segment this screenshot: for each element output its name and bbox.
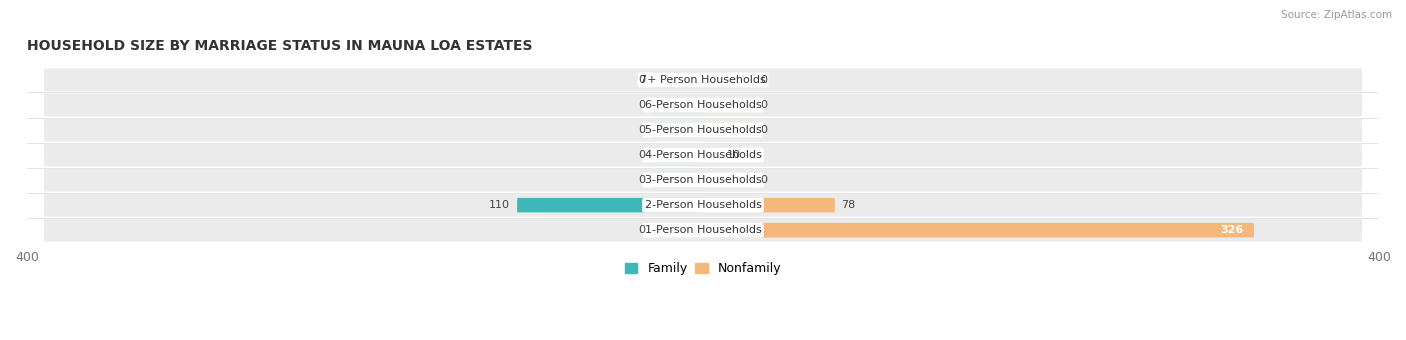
Text: 0: 0	[761, 125, 768, 135]
FancyBboxPatch shape	[652, 173, 703, 187]
Text: 2-Person Households: 2-Person Households	[644, 200, 762, 210]
FancyBboxPatch shape	[44, 219, 1362, 242]
Text: 0: 0	[761, 175, 768, 185]
FancyBboxPatch shape	[44, 193, 1362, 217]
FancyBboxPatch shape	[703, 123, 754, 137]
FancyBboxPatch shape	[652, 148, 703, 162]
Text: 0: 0	[638, 150, 645, 160]
Text: 4-Person Households: 4-Person Households	[644, 150, 762, 160]
Text: 78: 78	[842, 200, 856, 210]
FancyBboxPatch shape	[517, 198, 703, 212]
Text: 0: 0	[638, 125, 645, 135]
FancyBboxPatch shape	[652, 223, 703, 237]
Text: 0: 0	[761, 100, 768, 110]
Text: HOUSEHOLD SIZE BY MARRIAGE STATUS IN MAUNA LOA ESTATES: HOUSEHOLD SIZE BY MARRIAGE STATUS IN MAU…	[27, 39, 533, 53]
Text: 10: 10	[727, 150, 741, 160]
Text: 0: 0	[638, 100, 645, 110]
FancyBboxPatch shape	[44, 94, 1362, 117]
Legend: Family, Nonfamily: Family, Nonfamily	[620, 257, 786, 280]
FancyBboxPatch shape	[703, 223, 1254, 237]
FancyBboxPatch shape	[652, 73, 703, 87]
Text: 6-Person Households: 6-Person Households	[644, 100, 762, 110]
Text: 1-Person Households: 1-Person Households	[644, 225, 762, 235]
FancyBboxPatch shape	[703, 198, 835, 212]
FancyBboxPatch shape	[703, 73, 754, 87]
Text: 110: 110	[489, 200, 510, 210]
Text: 0: 0	[761, 75, 768, 85]
FancyBboxPatch shape	[652, 123, 703, 137]
Text: 0: 0	[638, 75, 645, 85]
Text: 0: 0	[638, 175, 645, 185]
FancyBboxPatch shape	[652, 98, 703, 112]
Text: 7+ Person Households: 7+ Person Households	[640, 75, 766, 85]
FancyBboxPatch shape	[44, 119, 1362, 141]
Text: 5-Person Households: 5-Person Households	[644, 125, 762, 135]
FancyBboxPatch shape	[703, 148, 720, 162]
FancyBboxPatch shape	[44, 68, 1362, 91]
FancyBboxPatch shape	[703, 173, 754, 187]
Text: 0: 0	[638, 225, 645, 235]
FancyBboxPatch shape	[703, 98, 754, 112]
Text: Source: ZipAtlas.com: Source: ZipAtlas.com	[1281, 10, 1392, 20]
FancyBboxPatch shape	[44, 143, 1362, 167]
Text: 3-Person Households: 3-Person Households	[644, 175, 762, 185]
FancyBboxPatch shape	[44, 169, 1362, 192]
Text: 326: 326	[1220, 225, 1244, 235]
